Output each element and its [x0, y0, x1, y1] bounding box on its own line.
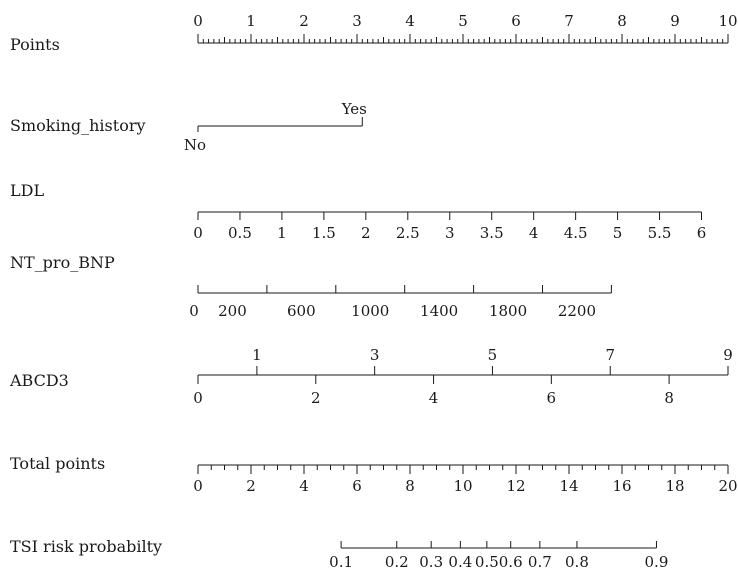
category-label: Yes	[341, 100, 367, 118]
tick-label: 9	[723, 346, 733, 364]
nomogram-row-total-points: Total points 0 2 4 6 8 10 12 14 16 18 20	[10, 454, 738, 495]
tick-label: 3.5	[480, 224, 504, 242]
tick-label: 5	[458, 12, 468, 30]
tick-label: 2	[299, 12, 309, 30]
tick-label: 3	[445, 224, 455, 242]
tick-label: 8	[664, 389, 674, 407]
tick-label: 0.3	[419, 553, 443, 571]
tick-label: 0.5	[228, 224, 252, 242]
tick-label: 14	[559, 477, 578, 495]
tick-label: 0.9	[645, 553, 669, 571]
tick-label: 6	[511, 12, 521, 30]
tick-label: 7	[564, 12, 574, 30]
nomogram-row-abcd3: ABCD3 1 3 5 7 9 0 2 4 6 8	[9, 346, 733, 407]
tick-label: 4	[429, 389, 439, 407]
tick-label: 2200	[558, 302, 596, 320]
tick-label: 1	[246, 12, 256, 30]
tick-label: 12	[506, 477, 525, 495]
tick-label: 4	[529, 224, 539, 242]
tick-label: 7	[605, 346, 615, 364]
tick-label: 18	[665, 477, 684, 495]
category-label: No	[184, 136, 206, 154]
tick-label: 2	[311, 389, 321, 407]
tick-label: 6	[547, 389, 557, 407]
nomogram-row-ldl: LDL 0 0.5 1 1.5 2 2.5 3 3.5 4 4.5 5 5.5 6	[10, 181, 706, 242]
row-label: Smoking_history	[10, 116, 146, 135]
nomogram-row-nt-pro-bnp: NT_pro_BNP 0 200 600 1000 1400 1800 2200	[10, 253, 612, 320]
row-label: ABCD3	[9, 371, 69, 390]
tick-label: 0.6	[499, 553, 523, 571]
tick-label: 8	[405, 477, 415, 495]
tick-label: 0.5	[475, 553, 499, 571]
tick-label: 2	[361, 224, 371, 242]
tick-label: 6	[697, 224, 707, 242]
nomogram-row-points: Points 0 1 2 3 4 5 6 7 8 9 10	[10, 12, 738, 54]
row-label: Points	[10, 35, 60, 54]
tick-label: 200	[218, 302, 247, 320]
tick-label: 1	[277, 224, 287, 242]
row-label: Total points	[10, 454, 105, 473]
tick-label: 9	[670, 12, 680, 30]
tick-label: 2.5	[396, 224, 420, 242]
tick-label: 4	[405, 12, 415, 30]
tick-label: 1	[252, 346, 262, 364]
tick-label: 6	[352, 477, 362, 495]
tick-label: 1400	[420, 302, 458, 320]
row-label: LDL	[10, 181, 44, 200]
tick-label: 0	[193, 389, 203, 407]
nomogram-row-smoking-history: Smoking_history No Yes	[10, 100, 367, 154]
tick-label: 3	[352, 12, 362, 30]
tick-label: 3	[370, 346, 380, 364]
tick-label: 5.5	[648, 224, 672, 242]
tick-label: 0	[193, 477, 203, 495]
tick-label: 8	[617, 12, 627, 30]
tick-label: 1800	[489, 302, 527, 320]
row-label: TSI risk probabilty	[10, 537, 162, 556]
tick-label: 10	[718, 12, 737, 30]
tick-label: 4.5	[564, 224, 588, 242]
tick-label: 10	[453, 477, 472, 495]
tick-label: 0	[193, 12, 203, 30]
nomogram-row-tsi-risk-probabilty: TSI risk probabilty 0.1 0.2 0.3 0.4 0.5 0.6 0.7…	[10, 537, 668, 571]
tick-label: 0	[193, 224, 203, 242]
tick-label: 600	[287, 302, 316, 320]
tick-label: 5	[488, 346, 498, 364]
tick-label: 5	[613, 224, 623, 242]
tick-label: 0.8	[565, 553, 589, 571]
tick-label: 1.5	[312, 224, 336, 242]
tick-label: 0	[189, 302, 199, 320]
tick-label: 0.1	[329, 553, 353, 571]
row-label: NT_pro_BNP	[10, 253, 115, 272]
tick-label: 4	[299, 477, 309, 495]
tick-label: 0.7	[528, 553, 552, 571]
tick-label: 2	[246, 477, 256, 495]
tick-label: 20	[718, 477, 737, 495]
tick-label: 0.2	[385, 553, 409, 571]
tick-label: 1000	[351, 302, 389, 320]
tick-label: 16	[612, 477, 631, 495]
tick-label: 0.4	[448, 553, 472, 571]
